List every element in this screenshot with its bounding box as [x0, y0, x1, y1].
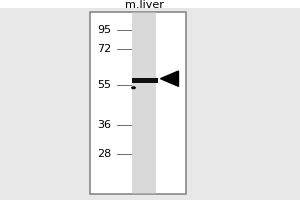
Text: 95: 95 — [97, 25, 111, 35]
Circle shape — [131, 86, 136, 89]
Bar — [90, 12, 186, 194]
Text: 36: 36 — [97, 120, 111, 130]
Text: 72: 72 — [97, 44, 111, 54]
Text: m.liver: m.liver — [124, 0, 164, 10]
Polygon shape — [160, 71, 178, 86]
Text: 55: 55 — [97, 80, 111, 90]
Text: 28: 28 — [97, 149, 111, 159]
Bar — [132, 78, 158, 83]
Bar — [132, 12, 156, 194]
